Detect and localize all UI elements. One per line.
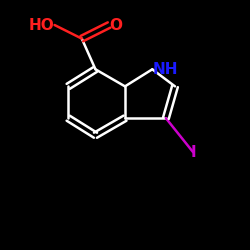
Text: NH: NH: [152, 62, 178, 77]
Text: I: I: [190, 145, 196, 160]
Text: HO: HO: [29, 18, 54, 32]
Text: O: O: [109, 18, 122, 32]
